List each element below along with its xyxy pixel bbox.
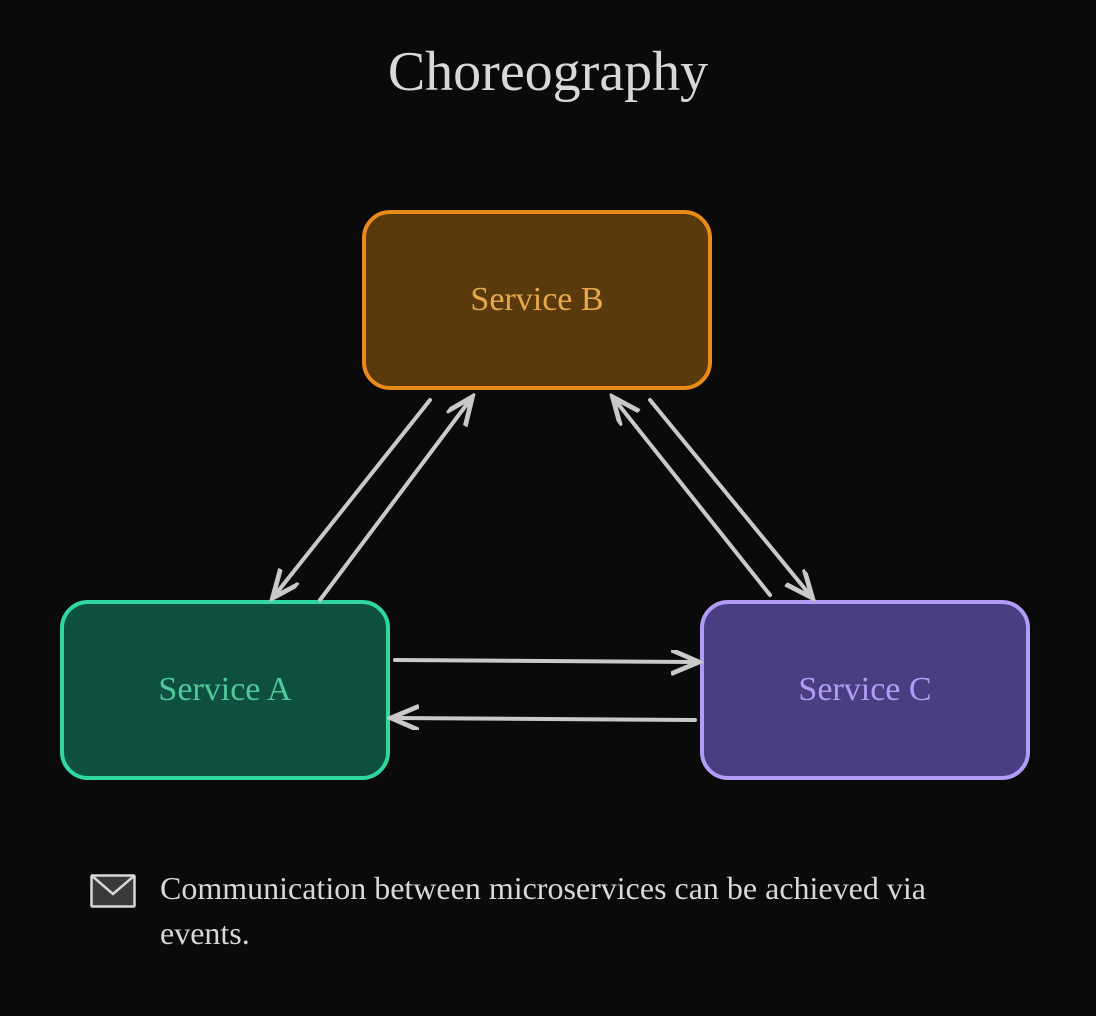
- node-label: Service C: [798, 671, 931, 709]
- node-service-a: Service A: [60, 600, 390, 780]
- edge-service-a-to-service-b: [320, 400, 470, 600]
- arrows-layer: [0, 0, 1096, 1016]
- node-label: Service B: [470, 281, 603, 319]
- caption-text: Communication between microservices can …: [160, 866, 1010, 956]
- edge-service-a-to-service-c: [395, 660, 695, 662]
- envelope-icon: [90, 874, 136, 908]
- node-service-c: Service C: [700, 600, 1030, 780]
- node-service-b: Service B: [362, 210, 712, 390]
- caption-row: Communication between microservices can …: [90, 866, 1010, 956]
- diagram-title: Choreography: [388, 40, 708, 104]
- edge-service-b-to-service-c: [650, 400, 810, 595]
- edge-service-c-to-service-b: [615, 400, 770, 595]
- node-label: Service A: [158, 671, 291, 709]
- edge-service-b-to-service-a: [275, 400, 430, 595]
- edge-service-c-to-service-a: [395, 718, 695, 720]
